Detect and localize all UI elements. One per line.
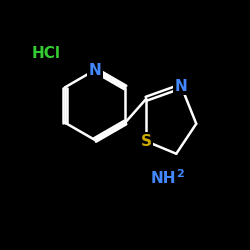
Text: HCl: HCl: [32, 46, 61, 61]
Text: N: N: [88, 62, 102, 78]
Text: S: S: [141, 134, 152, 149]
Text: NH: NH: [151, 171, 176, 186]
Text: N: N: [175, 79, 188, 94]
Text: 2: 2: [176, 169, 184, 179]
